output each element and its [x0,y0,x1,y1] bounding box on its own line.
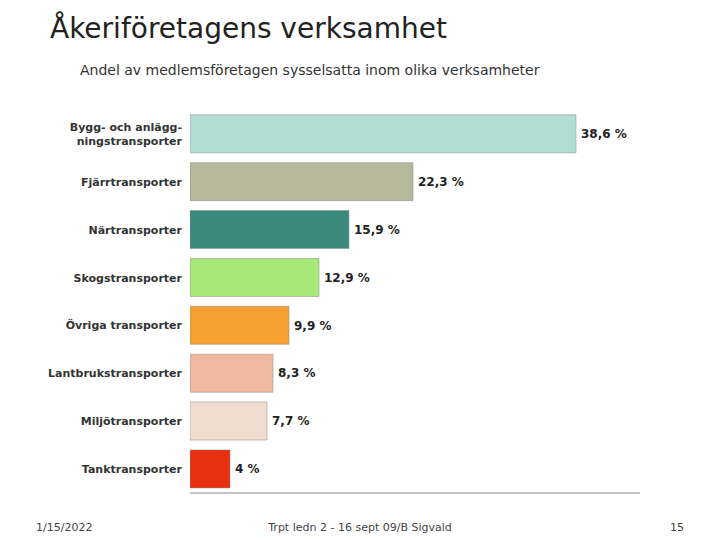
svg-text:Skogstransporter: Skogstransporter [74,272,183,285]
html-text:Andel av medlemsföretagen syss: Andel av medlemsföretagen sysselsatta in… [80,62,540,78]
svg-text:4 %: 4 % [235,462,260,476]
html-text:Åkeriföretagens verksamhet: Åkeriföretagens verksamhet [50,12,447,45]
svg-text:Miljötransporter: Miljötransporter [81,415,183,428]
svg-text:7,7 %: 7,7 % [272,414,309,428]
svg-text:15,9 %: 15,9 % [354,223,400,237]
html-text:Trpt ledn 2 - 16 sept 09/B Sig: Trpt ledn 2 - 16 sept 09/B Sigvald [268,521,452,534]
svg-text:38,6 %: 38,6 % [581,127,627,141]
svg-text:12,9 %: 12,9 % [324,271,370,285]
html-text:15: 15 [670,521,684,534]
svg-text:Fjärrtransporter: Fjärrtransporter [81,176,183,189]
svg-text:Tanktransporter: Tanktransporter [82,463,183,476]
svg-text:Övriga transporter: Övriga transporter [66,318,183,332]
svg-text:9,9 %: 9,9 % [294,319,331,333]
svg-text:8,3 %: 8,3 % [278,366,315,380]
html-text:1/15/2022: 1/15/2022 [36,521,93,534]
svg-text:Bygg- och anlägg-ningstranspor: Bygg- och anlägg-ningstransporter [70,121,183,148]
svg-text:Närtransporter: Närtransporter [88,224,182,237]
svg-text:Lantbrukstransporter: Lantbrukstransporter [48,367,183,380]
svg-text:22,3 %: 22,3 % [418,175,464,189]
